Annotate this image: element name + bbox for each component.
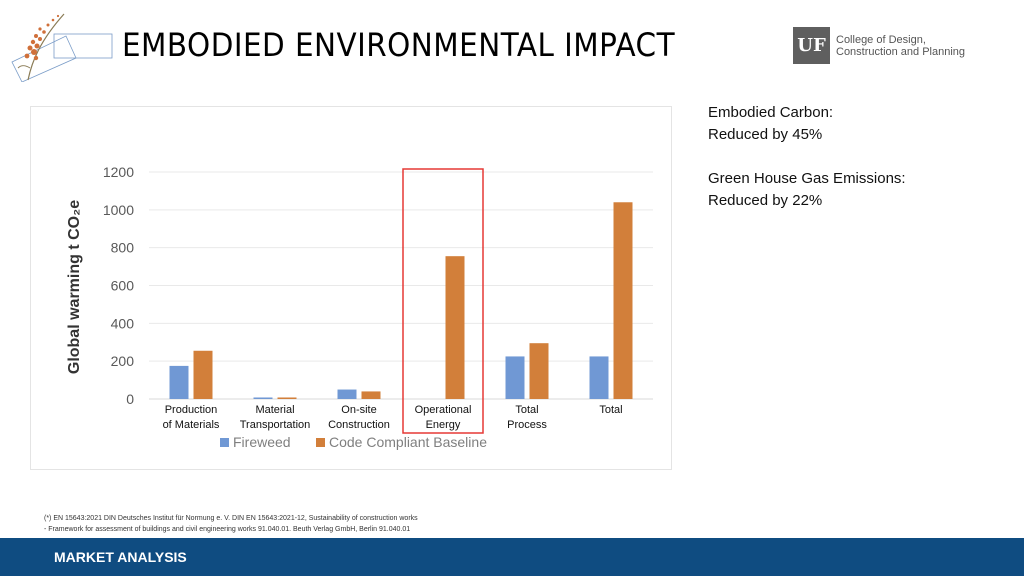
bar-chart: 0 200 400 600 800 1000 1200 Global warming t CO…	[66, 164, 653, 450]
uf-logo-mark: UF	[793, 27, 830, 64]
x-tick-label: Energy	[426, 419, 461, 431]
bar-code-compliant-baseline	[361, 391, 381, 399]
x-tick-label: of Materials	[163, 419, 220, 431]
legend-label: Fireweed	[233, 434, 291, 450]
uf-dcp-logo: UF College of Design, Construction and P…	[793, 27, 965, 64]
x-tick-label: Production	[165, 404, 218, 416]
x-tick-label: Material	[255, 404, 294, 416]
logo-line-2: Construction and Planning	[836, 45, 966, 58]
legend-swatch	[316, 438, 325, 447]
fireweed-logo-icon	[11, 13, 113, 82]
footnote-line-1: (*) EN 15643:2021 DIN Deutsches Institut…	[44, 515, 418, 522]
bar-fireweed	[169, 365, 189, 399]
bar-code-compliant-baseline	[613, 202, 633, 399]
y-tick-label: 0	[126, 391, 134, 407]
ghg-value: Reduced by 22%	[708, 192, 823, 209]
bar-code-compliant-baseline	[445, 256, 465, 399]
page-title: EMBODIED ENVIRONMENTAL IMPACT	[122, 26, 676, 64]
footnote-line-2: - Framework for assessment of buildings …	[44, 526, 411, 533]
bar-fireweed	[505, 356, 525, 399]
footnote: (*) EN 15643:2021 DIN Deutsches Institut…	[44, 513, 418, 535]
y-axis-label: Global warming t CO₂e	[66, 200, 83, 374]
bar-code-compliant-baseline	[277, 397, 297, 399]
embodied-carbon-value: Reduced by 45%	[708, 126, 823, 143]
x-tick-label: Total	[515, 404, 538, 416]
y-tick-label: 600	[111, 278, 135, 294]
section-label: MARKET ANALYSIS	[54, 549, 187, 565]
chart-panel: 0 200 400 600 800 1000 1200 Global warming t CO…	[30, 106, 672, 470]
bar-fireweed	[253, 397, 273, 399]
x-tick-label: Construction	[328, 419, 390, 431]
highlight-box	[402, 168, 484, 434]
embodied-carbon-label: Embodied Carbon:	[708, 104, 834, 121]
logo-line-1: College of Design,	[836, 33, 926, 46]
legend-swatch	[220, 438, 229, 447]
bar-fireweed	[337, 389, 357, 399]
x-tick-label: Transportation	[240, 419, 311, 431]
x-tick-label: Process	[507, 419, 547, 431]
y-tick-label: 400	[111, 315, 135, 331]
bar-code-compliant-baseline	[193, 350, 213, 399]
bar-code-compliant-baseline	[529, 343, 549, 399]
y-tick-label: 800	[111, 240, 135, 256]
info-panel: Embodied Carbon: Reduced by 45% Green Ho…	[708, 102, 906, 212]
x-tick-label: On-site	[341, 404, 376, 416]
legend-label: Code Compliant Baseline	[329, 434, 487, 450]
y-tick-label: 200	[111, 353, 135, 369]
x-tick-label: Total	[599, 404, 622, 416]
footer-bar: MARKET ANALYSIS	[0, 538, 1024, 576]
y-tick-label: 1000	[103, 202, 134, 218]
x-tick-label: Operational	[415, 404, 472, 416]
bar-fireweed	[589, 356, 609, 399]
ghg-label: Green House Gas Emissions:	[708, 170, 906, 187]
y-tick-label: 1200	[103, 164, 134, 180]
